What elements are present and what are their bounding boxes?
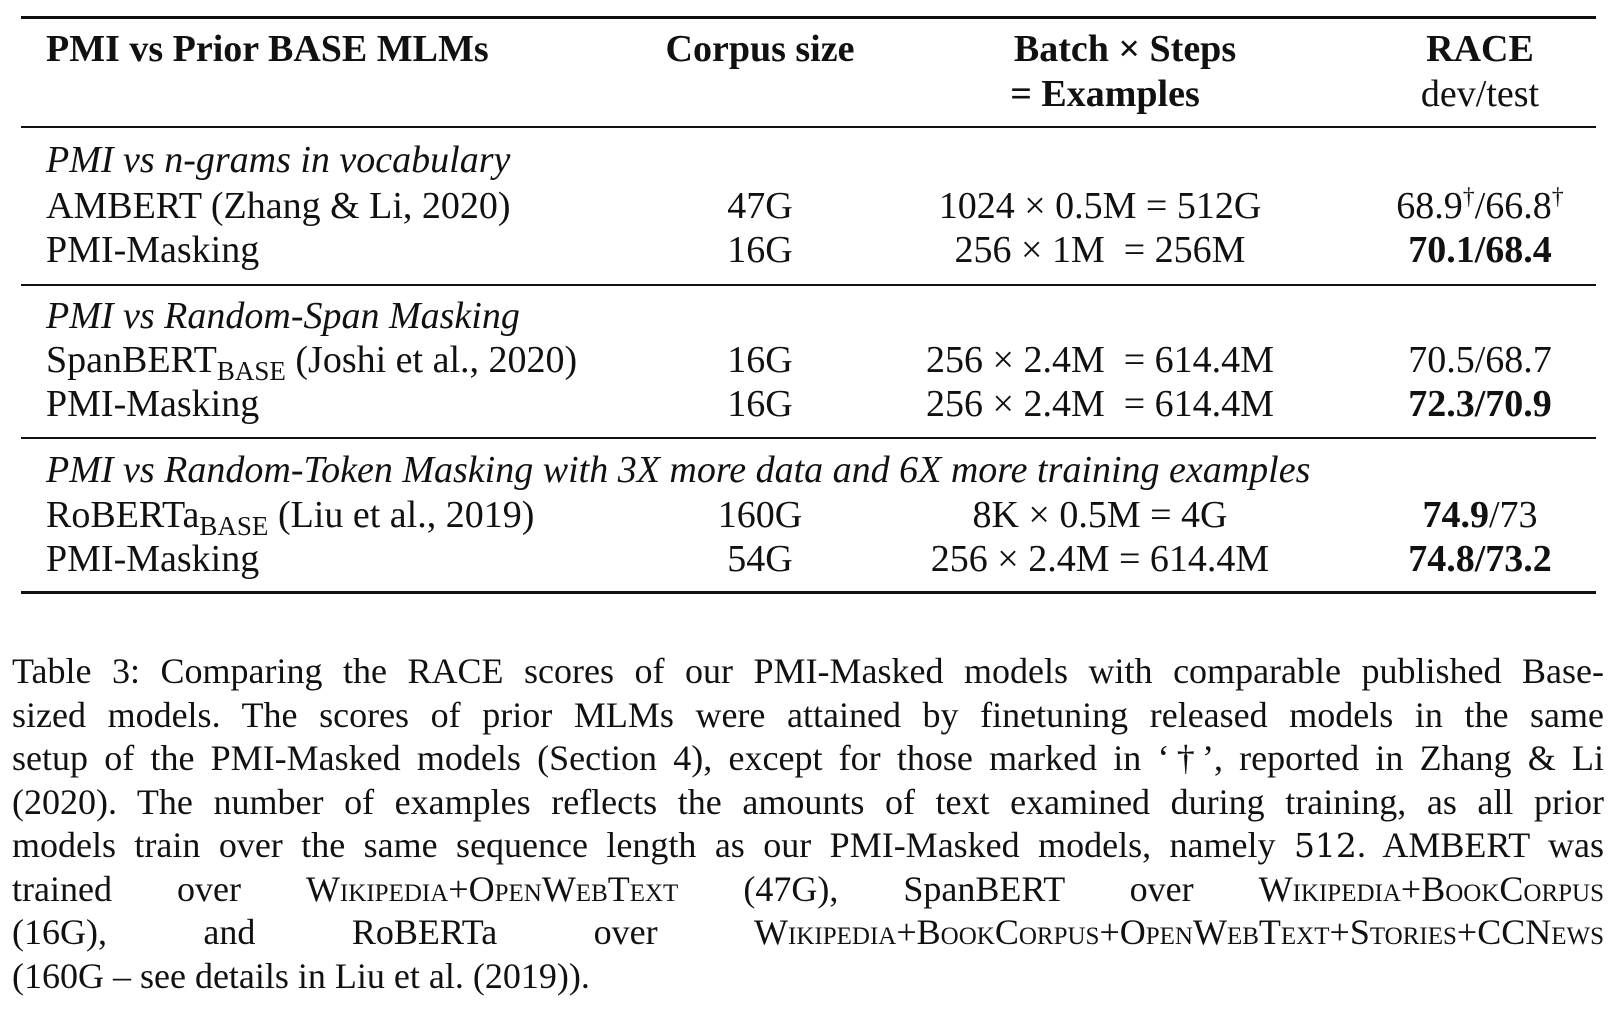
section-title-ngrams-post: -grams in vocabulary (183, 139, 511, 181)
caption-seq-length: 512 (1293, 826, 1357, 865)
row-ambert-race-sep: / (1474, 185, 1486, 227)
row-spanbert-race: 70.5/68.7 (1408, 339, 1552, 381)
caption-l7-plus-4: + (1456, 912, 1478, 952)
caption-line-8: (160G – see details in Liu et al. (2019)… (12, 955, 590, 996)
row-spanbert-sub: BASE (216, 356, 286, 386)
row-spanbert-model: SpanBERTBASE (Joshi et al., 2020) (46, 338, 578, 386)
caption-l6-openwebtext: OpenWebText (468, 868, 679, 909)
row-ambert-corpus: 47G (727, 185, 793, 227)
row-pmi3-corpus: 54G (727, 538, 793, 580)
caption-line-6: trained over Wikipedia+OpenWebText (47G)… (12, 868, 1604, 912)
row-roberta-race: 74.9/73 (1365, 493, 1595, 537)
row-pmi1-model: PMI-Masking (46, 229, 260, 271)
row-roberta-sub: BASE (199, 511, 269, 541)
caption-line-7: (16G), and RoBERTa over Wikipedia+BookCo… (12, 911, 1604, 955)
caption-l7-wikipedia: Wikipedia (754, 912, 897, 952)
row-ambert-model: AMBERT (Zhang & Li, 2020) (46, 185, 511, 227)
row-spanbert-batch: 256 × 2.4M = 614.4M (926, 339, 1274, 381)
row-ambert-batch: 1024 × 0.5M = 512G (938, 185, 1262, 227)
row-roberta-race-test: /73 (1488, 494, 1538, 536)
caption-l6-wikipedia: Wikipedia (305, 868, 449, 909)
caption-line-5-pre: models train over the same sequence leng… (12, 825, 1294, 865)
header-examples: = Examples (1010, 73, 1200, 115)
caption-l7-openwebtext: OpenWebText (1119, 912, 1330, 952)
caption-l7-plus-1: + (896, 912, 917, 952)
caption-l7-plus-2: + (1099, 912, 1120, 952)
caption-l6-a: trained over (12, 868, 306, 909)
row-pmi1-batch: 256 × 1M = 256M (954, 229, 1246, 271)
header-model: PMI vs Prior BASE MLMs (46, 28, 489, 70)
header-race-devtest: dev/test (1420, 73, 1540, 115)
row-pmi3-model: PMI-Masking (46, 538, 260, 580)
section-title-ngrams-pre: PMI vs (46, 139, 165, 181)
caption-line-5: models train over the same sequence leng… (12, 824, 1604, 868)
row-roberta-model: RoBERTaBASE (Liu et al., 2019) (46, 493, 535, 541)
caption-l7-plus-3: + (1329, 912, 1350, 952)
row-pmi3-batch: 256 × 2.4M = 614.4M (930, 538, 1270, 580)
row-roberta-corpus: 160G (717, 494, 803, 536)
row-pmi2-race: 72.3/70.9 (1408, 383, 1552, 425)
row-spanbert-rest: (Joshi et al., 2020) (285, 339, 578, 381)
header-corpus-size: Corpus size (665, 28, 855, 70)
row-ambert-dagger-dev: † (1462, 184, 1475, 210)
section-title-token: PMI vs Random-Token Masking with 3X more… (46, 449, 1311, 491)
row-ambert-race-test: 66.8 (1485, 185, 1552, 227)
caption-l7-ccnews: CCNews (1477, 912, 1604, 952)
section-title-span: PMI vs Random-Span Masking (46, 295, 520, 337)
row-roberta-rest: (Liu et al., 2019) (268, 494, 535, 536)
row-roberta-batch: 8K × 0.5M = 4G (972, 494, 1228, 536)
row-pmi1-corpus: 16G (727, 229, 793, 271)
caption-l7-a: (16G), and RoBERTa over (12, 912, 755, 952)
row-pmi2-model: PMI-Masking (46, 383, 260, 425)
section-title-ngrams: PMI vs n-grams in vocabulary (46, 138, 510, 182)
row-spanbert-name: SpanBERT (46, 339, 217, 381)
header-race: RACE (1426, 28, 1534, 70)
row-ambert-race: 68.9†/66.8† (1365, 184, 1595, 228)
table-top-rule (21, 16, 1596, 19)
caption-line-5-post: . AMBERT was (1356, 825, 1605, 865)
header-batch-steps: Batch × Steps (1013, 28, 1237, 70)
row-pmi3-race: 74.8/73.2 (1408, 538, 1552, 580)
caption-l6-bookcorpus: BookCorpus (1421, 868, 1604, 909)
caption-line-1: Table 3: Comparing the RACE scores of ou… (12, 651, 1604, 691)
row-pmi2-corpus: 16G (727, 383, 793, 425)
row-ambert-dagger-test: † (1551, 184, 1564, 210)
caption-l6-wikipedia-2: Wikipedia (1258, 868, 1401, 909)
section-title-ngrams-var: n (164, 139, 184, 181)
row-pmi1-race: 70.1/68.4 (1408, 229, 1552, 271)
row-roberta-race-dev: 74.9 (1422, 494, 1489, 536)
header-bottom-rule (21, 126, 1596, 128)
caption-line-4: (2020). The number of examples reflects … (12, 781, 1604, 822)
section2-bottom-rule (21, 437, 1596, 439)
caption-l6-plus-2: + (1400, 868, 1422, 909)
caption-l6-plus: + (448, 868, 469, 909)
caption-line-2: sized models. The scores of prior MLMs w… (12, 694, 1604, 735)
section1-bottom-rule (21, 284, 1596, 286)
caption-l7-bookcorpus: BookCorpus (916, 912, 1100, 952)
row-pmi2-batch: 256 × 2.4M = 614.4M (926, 383, 1274, 425)
caption-line-3: setup of the PMI-Masked models (Section … (12, 738, 1604, 778)
caption-l7-stories: Stories (1349, 912, 1457, 952)
table-bottom-rule (21, 591, 1596, 594)
row-roberta-name: RoBERTa (46, 494, 200, 536)
row-spanbert-corpus: 16G (727, 339, 793, 381)
row-ambert-race-dev: 68.9 (1396, 185, 1463, 227)
table-caption: Table 3: Comparing the RACE scores of ou… (12, 650, 1604, 998)
caption-l6-b: (47G), SpanBERT over (678, 868, 1259, 909)
